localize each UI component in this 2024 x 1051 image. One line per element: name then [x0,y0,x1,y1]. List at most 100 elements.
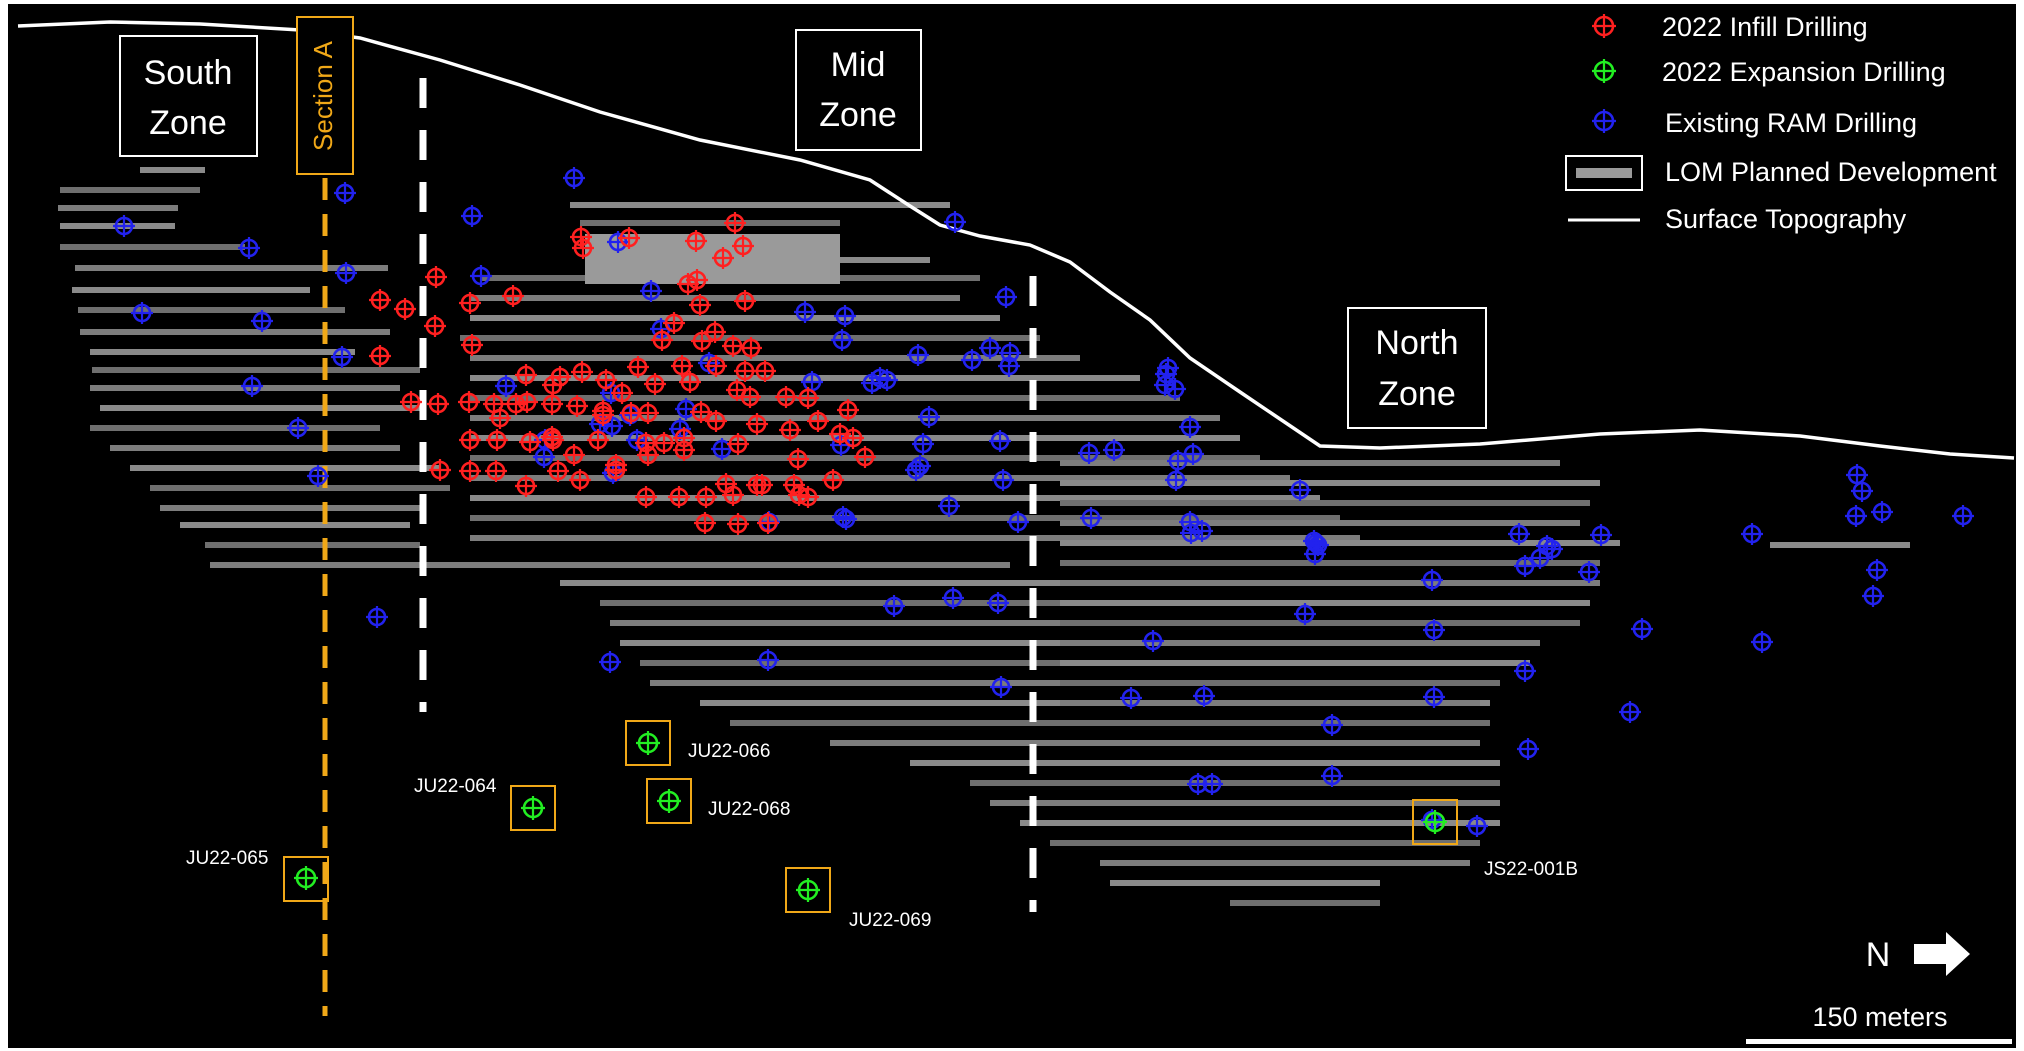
infill-drill-hole [459,460,481,482]
mid-zone-line2: Zone [819,96,897,134]
lom-development-strip [560,580,1380,586]
lom-development-strip [180,522,410,528]
infill-drill-hole [566,395,588,417]
south-zone-label: South Zone [119,35,258,157]
existing-drill-hole [241,375,263,397]
existing-drill-hole [1529,547,1551,569]
existing-drill-hole [113,215,135,237]
infill-drill-hole [673,439,695,461]
infill-drill-hole [663,312,685,334]
infill-drill-hole [549,366,571,388]
lom-development-strip [1770,542,1910,548]
infill-drill-hole [690,401,712,423]
existing-drill-hole [1321,714,1343,736]
existing-drill-hole [1164,378,1186,400]
infill-drill-hole [734,290,756,312]
infill-drill-hole [779,419,801,441]
existing-drill-hole [1514,660,1536,682]
lom-development-strip [1060,560,1600,566]
infill-drill-hole [732,235,754,257]
crosshair-circle-icon [657,789,681,813]
existing-drill-hole [251,310,273,332]
crosshair-circle-icon [636,731,660,755]
mid-zone-line1: Mid [831,46,886,84]
lom-development-strip [1060,620,1580,626]
lom-development-strip [830,740,1480,746]
existing-drill-hole [999,342,1021,364]
lom-development-strip [80,329,390,335]
existing-drill-hole [1631,618,1653,640]
lom-development-strip [640,660,1470,666]
lom-development-strip [580,220,840,226]
existing-drill-hole [1007,511,1029,533]
north-label: N [1866,936,1891,974]
lom-development-strip [470,535,1360,541]
lom-development-strip [72,287,310,293]
infill-drill-hole [547,460,569,482]
infill-drill-hole [668,486,690,508]
lom-development-strip [100,405,420,411]
existing-drill-hole [335,262,357,284]
lom-development-strip [990,800,1500,806]
existing-drill-hole [1191,520,1213,542]
existing-drill-hole [1862,585,1884,607]
lom-development-strip [610,620,1440,626]
infill-drill-hole [489,407,511,429]
lom-development-strip [470,495,1320,501]
existing-drill-hole [307,465,329,487]
lom-development-strip [620,640,1460,646]
existing-drill-hole [944,211,966,233]
lom-development-strip [470,315,1000,321]
existing-drill-hole [238,237,260,259]
existing-drill-hole [995,286,1017,308]
infill-drill-hole [635,486,657,508]
lom-development-strip [970,780,1500,786]
north-zone-line1: North [1375,324,1458,362]
existing-drill-hole [287,417,309,439]
existing-drill-hole [907,344,929,366]
existing-drill-hole [832,506,854,528]
legend-existing-icon [1592,109,1616,133]
existing-drill-hole [912,433,934,455]
existing-drill-hole [1179,511,1201,533]
infill-drill-hole [505,393,527,415]
infill-drill-hole [563,444,585,466]
arrow-right-icon [1914,932,1970,976]
infill-drill-hole [369,345,391,367]
infill-drill-hole [734,360,756,382]
infill-drill-hole [705,355,727,377]
existing-drill-hole [563,167,585,189]
section-a-label: Section A [308,40,338,151]
existing-drill-hole [992,469,1014,491]
lom-development-strip [90,349,355,355]
existing-drill-hole [1182,443,1204,465]
existing-drill-hole [1423,686,1445,708]
infill-drill-hole [394,298,416,320]
infill-drill-hole [653,432,675,454]
existing-drill-hole [990,676,1012,698]
infill-drill-hole [775,386,797,408]
lom-development-strip [1060,580,1600,586]
lom-development-strip [1060,480,1600,486]
existing-drill-hole [938,495,960,517]
expansion-hole-ju22-069 [785,867,831,913]
lom-development-strip [160,505,420,511]
infill-drill-hole [587,429,609,451]
existing-drill-hole [794,301,816,323]
existing-drill-hole [1165,469,1187,491]
lom-development-strip [470,475,1290,481]
legend-expansion-icon [1592,59,1616,83]
lom-development-strip [110,445,400,451]
infill-drill-hole [837,399,859,421]
existing-drill-hole [1845,505,1867,527]
lom-development-strip [910,760,1500,766]
infill-drill-hole [726,379,748,401]
lom-development-strip [570,202,950,208]
existing-drill-hole [533,446,555,468]
existing-drill-hole [883,595,905,617]
existing-drill-hole [831,329,853,351]
infill-drill-hole [695,486,717,508]
infill-drill-hole [425,266,447,288]
infill-drill-hole [746,413,768,435]
